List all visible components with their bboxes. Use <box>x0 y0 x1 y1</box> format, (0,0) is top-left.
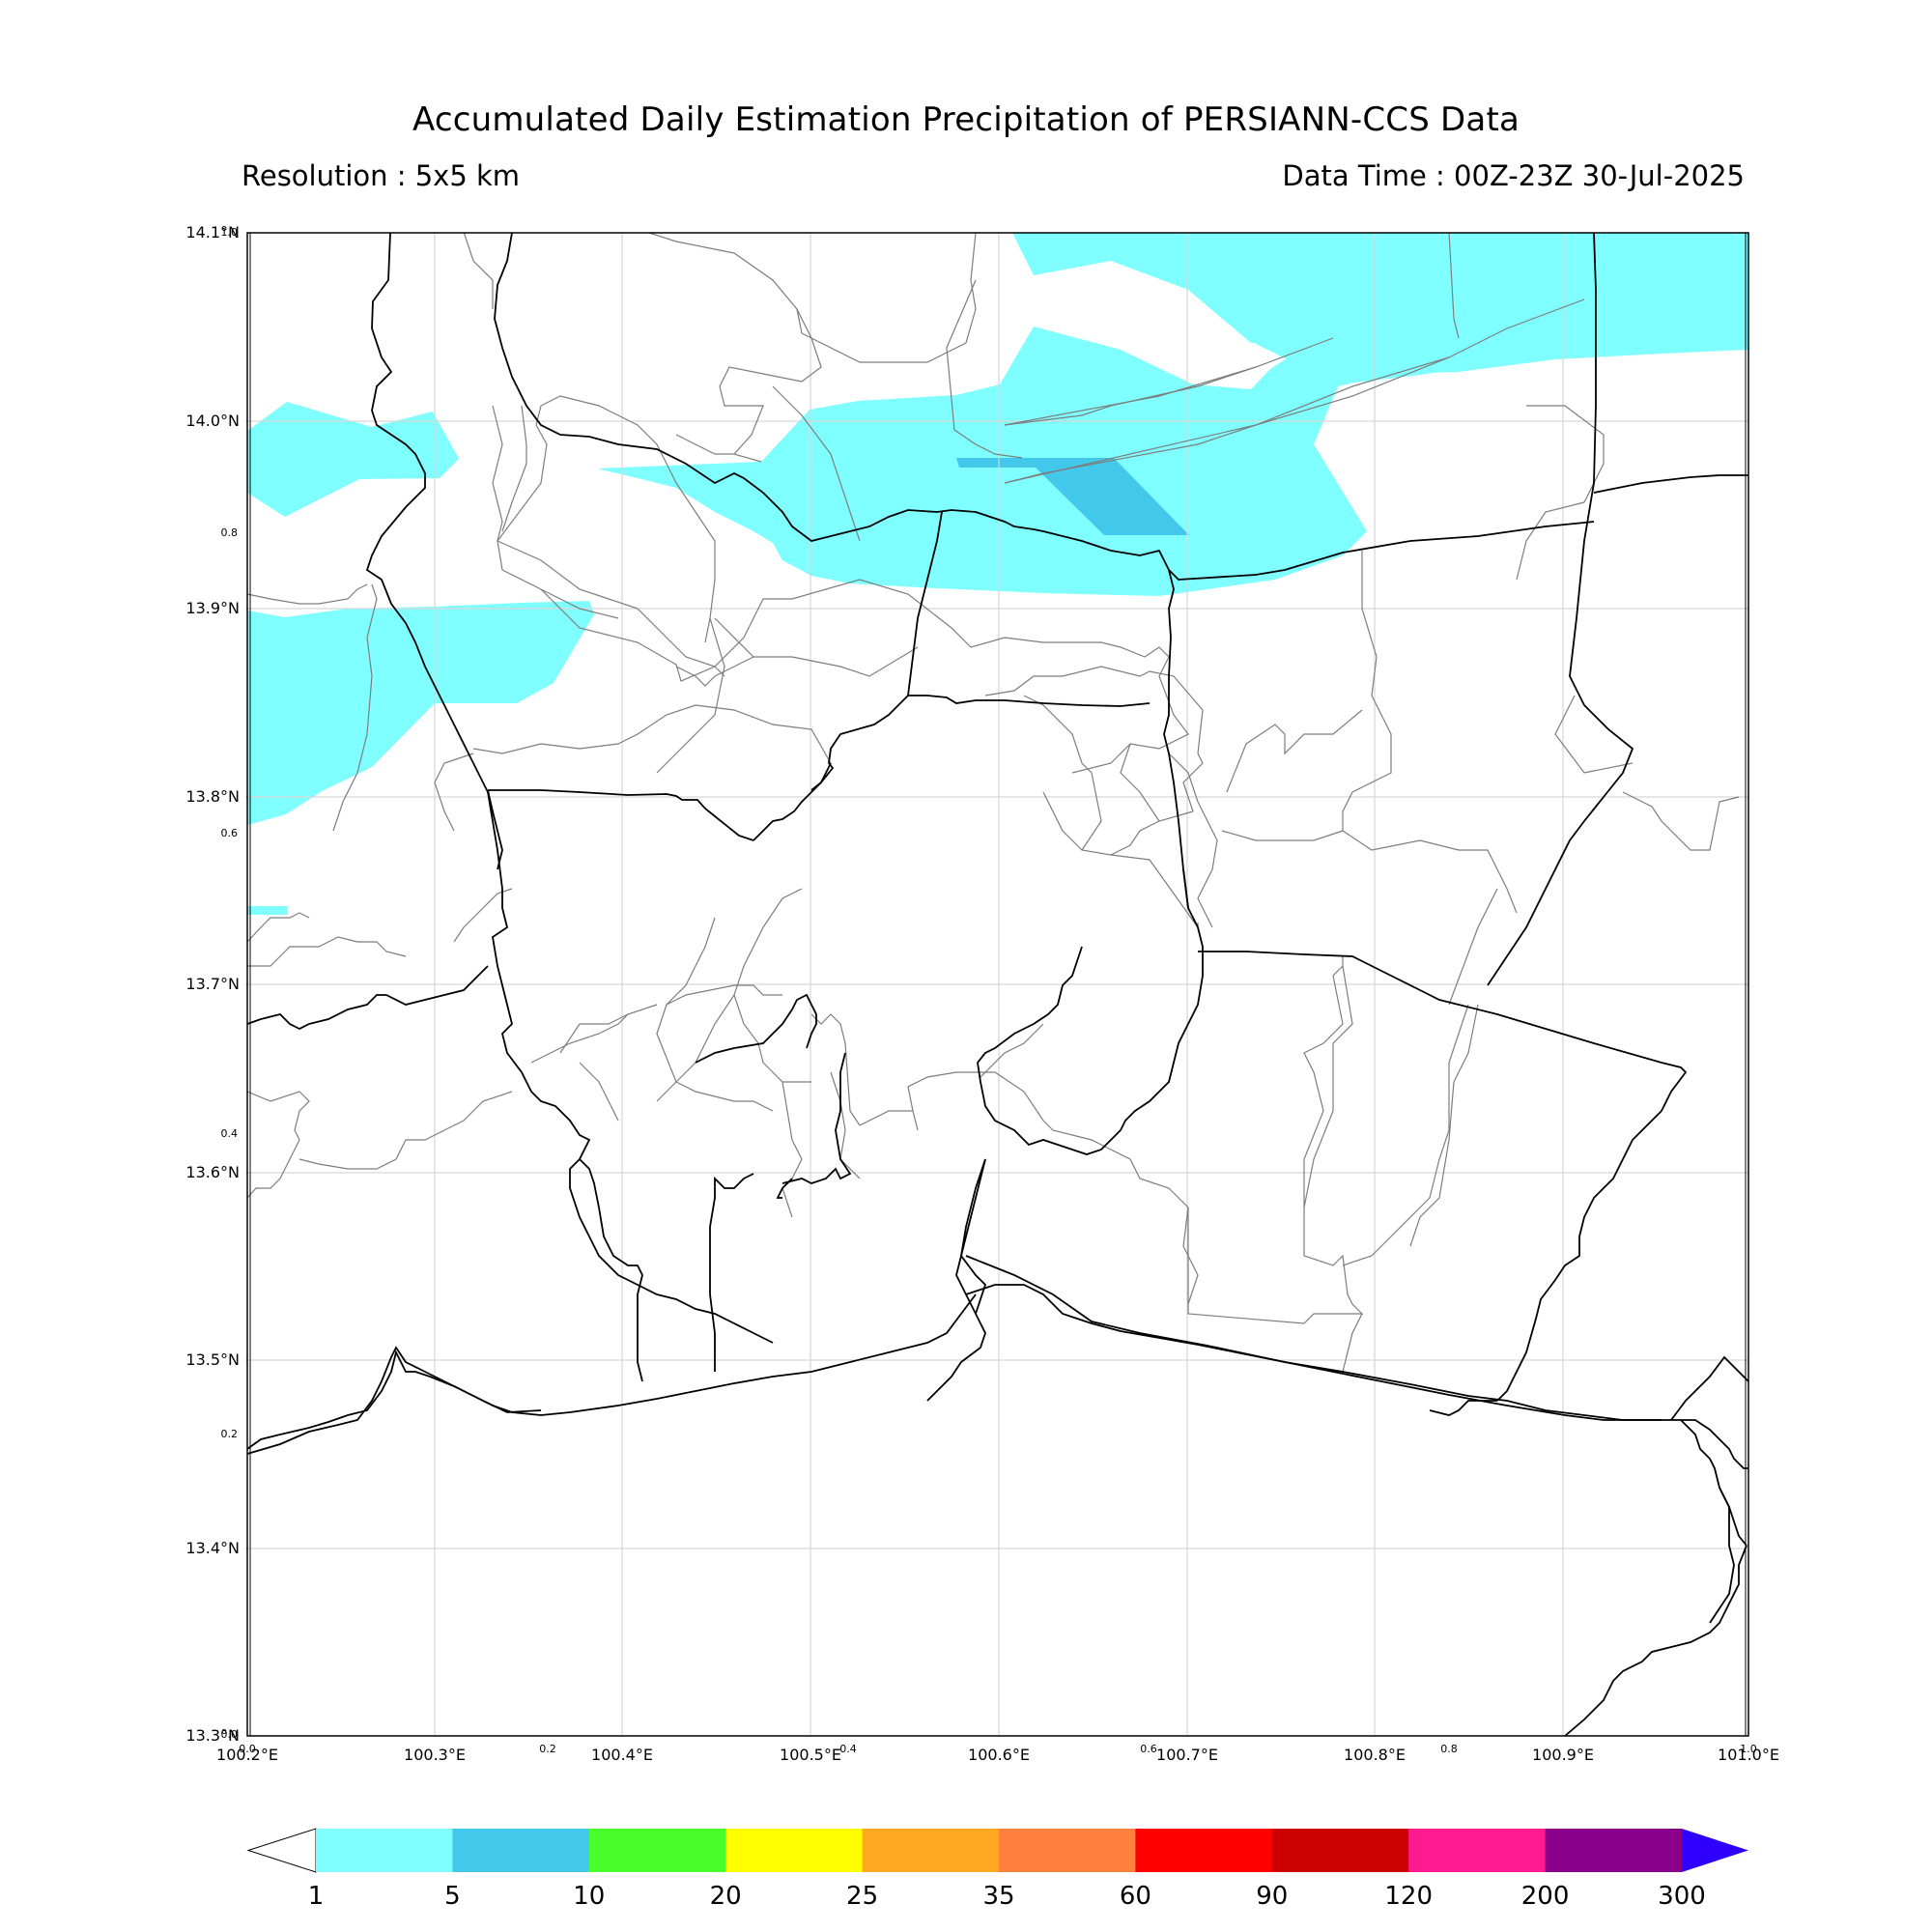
lat-tick-label: 14.1°N <box>185 223 240 242</box>
colorbar-level-label: 5 <box>444 1882 461 1911</box>
inner-y-tick: 0.0 <box>221 1728 239 1741</box>
lon-tick-label: 101.0°E <box>1718 1746 1779 1764</box>
precip-area-1to5 <box>247 601 594 825</box>
colorbar-segment <box>1545 1829 1683 1872</box>
data-time-label: Data Time : 00Z-23Z 30-Jul-2025 <box>1282 159 1745 192</box>
colorbar <box>246 1828 1748 1873</box>
precip-area-5to10 <box>956 458 1189 535</box>
lon-tick-label: 100.2°E <box>216 1746 278 1764</box>
inner-x-tick: 0.6 <box>1140 1743 1157 1755</box>
lat-tick-label: 13.8°N <box>185 787 240 806</box>
colorbar-segment <box>1271 1829 1409 1872</box>
colorbar-segment <box>316 1829 453 1872</box>
lon-tick-label: 100.6°E <box>968 1746 1030 1764</box>
inner-x-tick: 0.2 <box>539 1743 556 1755</box>
inner-x-tick: 0.4 <box>839 1743 857 1755</box>
colorbar-segment <box>452 1829 590 1872</box>
precipitation-layer <box>247 233 1748 915</box>
colorbar-level-label: 90 <box>1256 1882 1288 1911</box>
lat-tick-label: 13.7°N <box>185 975 240 993</box>
lat-tick-label: 13.6°N <box>185 1163 240 1181</box>
colorbar-labels: 1 5 10 20 25 35 60 90 120 200 300 <box>308 1882 1706 1911</box>
precip-area-1to5 <box>247 402 459 517</box>
inner-y-tick: 0.6 <box>221 827 239 839</box>
colorbar-segment <box>1135 1829 1273 1872</box>
lon-tick-label: 100.7°E <box>1156 1746 1218 1764</box>
lat-tick-label: 13.3°N <box>185 1726 240 1745</box>
colorbar-level-label: 120 <box>1384 1882 1433 1911</box>
colorbar-segment <box>1408 1829 1547 1872</box>
province-boundaries <box>246 233 1748 1736</box>
colorbar-level-label: 25 <box>846 1882 878 1911</box>
colorbar-over-arrow <box>1682 1829 1748 1872</box>
colorbar-segment <box>999 1829 1136 1872</box>
inner-y-tick: 0.2 <box>221 1428 239 1440</box>
district-boundaries <box>246 233 1740 1373</box>
lon-tick-label: 100.9°E <box>1532 1746 1594 1764</box>
resolution-label: Resolution : 5x5 km <box>242 159 521 192</box>
lat-tick-label: 13.5°N <box>185 1350 240 1369</box>
inner-y-tick: 0.4 <box>221 1127 239 1140</box>
lat-tick-labels: 13.3°N 13.4°N 13.5°N 13.6°N 13.7°N 13.8°… <box>185 223 240 1745</box>
precip-area-1to5 <box>1219 233 1748 384</box>
colorbar-segment <box>588 1829 726 1872</box>
colorbar-segment <box>862 1829 1000 1872</box>
colorbar-level-label: 10 <box>573 1882 605 1911</box>
inner-frame <box>249 232 1747 1737</box>
inner-x-tick: 0.0 <box>239 1743 256 1755</box>
colorbar-level-label: 200 <box>1521 1882 1570 1911</box>
gridlines <box>245 233 1748 1736</box>
colorbar-level-label: 1 <box>308 1882 325 1911</box>
inner-x-tick-labels: 0.0 0.2 0.4 0.6 0.8 1.0 <box>239 1743 1757 1755</box>
inner-x-tick: 1.0 <box>1740 1743 1757 1755</box>
colorbar-level-label: 35 <box>982 1882 1014 1911</box>
inner-y-tick: 1.0 <box>221 226 239 239</box>
map-title: Accumulated Daily Estimation Precipitati… <box>412 100 1520 139</box>
inner-x-tick: 0.8 <box>1440 1743 1458 1755</box>
lon-tick-label: 100.4°E <box>591 1746 653 1764</box>
lon-tick-labels: 100.2°E 100.3°E 100.4°E 100.5°E 100.6°E … <box>216 1746 1779 1764</box>
lat-tick-label: 13.9°N <box>185 599 240 617</box>
precip-area-1to5 <box>247 906 288 915</box>
lon-tick-label: 100.8°E <box>1344 1746 1406 1764</box>
inner-y-tick-labels: 0.0 0.2 0.4 0.6 0.8 1.0 <box>221 226 239 1741</box>
lat-tick-label: 13.4°N <box>185 1539 240 1557</box>
lon-tick-label: 100.3°E <box>404 1746 466 1764</box>
colorbar-under-arrow <box>246 1828 317 1873</box>
colorbar-segment <box>725 1829 864 1872</box>
colorbar-level-label: 60 <box>1120 1882 1151 1911</box>
inner-y-tick: 0.8 <box>221 526 239 539</box>
lat-tick-label: 14.0°N <box>185 412 240 430</box>
colorbar-level-label: 20 <box>710 1882 742 1911</box>
lon-tick-label: 100.5°E <box>780 1746 841 1764</box>
colorbar-level-label: 300 <box>1658 1882 1706 1911</box>
